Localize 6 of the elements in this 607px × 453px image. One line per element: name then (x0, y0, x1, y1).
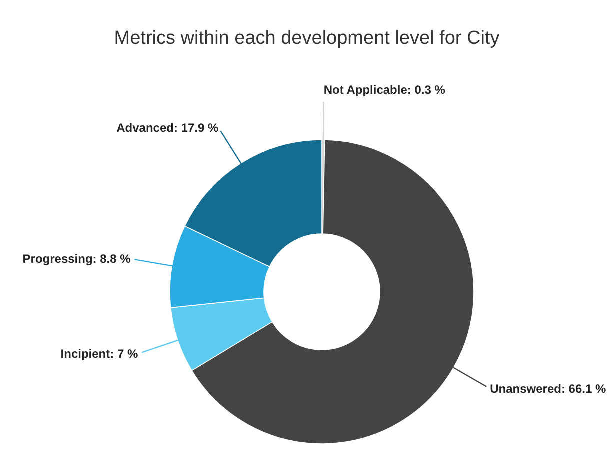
slice-label: Progressing: 8.8 % (22, 252, 132, 266)
slice-label: Advanced: 17.9 % (116, 120, 219, 135)
chart-title: Metrics within each development level for City (114, 28, 500, 49)
slice-label: Unanswered: 66.1 % (490, 382, 606, 396)
slice-label: Incipient: 7 % (60, 346, 138, 361)
slice-label: Not Applicable: 0.3 % (324, 83, 446, 98)
